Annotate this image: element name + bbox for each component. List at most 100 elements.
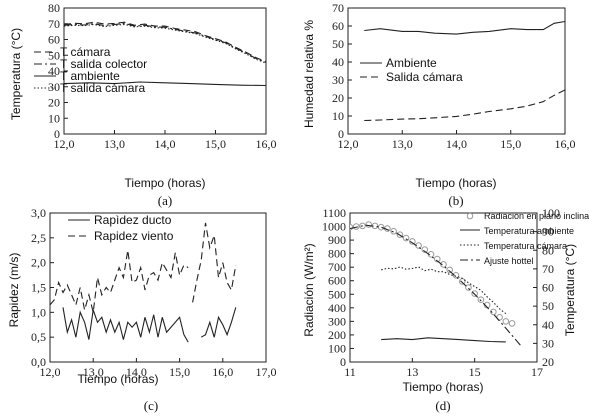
data-point [350,223,354,231]
chart-panel-a: 12,0 13,0 14,0 15,0 16,001020304050607080Tie… [9,1,277,208]
y-tick-label: 0 [338,127,344,141]
x-tick-label: 14,0 [446,137,467,151]
data-point [465,284,472,291]
y2-tick-label: 100 [542,206,560,220]
x-tick-label: 16,0 [555,137,576,151]
y-tick-label: 60 [48,33,60,47]
panel-label: (a) [158,193,172,208]
series-line [64,21,266,63]
data-point [446,266,454,274]
data-point [377,223,385,231]
y-tick-label: 50 [332,37,344,51]
data-point [490,308,497,316]
y-tick-label: 20 [332,91,344,105]
data-point [409,238,416,245]
legend-label: Radiación en plano inclinado [484,211,589,221]
series-line [62,307,189,343]
y-tick-label: 30 [332,73,344,87]
x-tick-label: 17,0 [256,365,277,379]
legend-label: Temperatura ambiente [484,226,574,236]
data-point [365,221,373,228]
series-group [350,221,522,347]
y-tick-label: 1000 [322,220,346,234]
y-tick-label: 700 [328,260,346,274]
x-tick-label: 12,0 [54,137,75,151]
y-tick-label: 3,0 [31,206,46,220]
series-line [381,266,507,315]
panel-label: (d) [435,398,450,413]
y-tick-label: 10 [332,109,344,123]
legend-label: T salida cámara [60,81,145,95]
y-tick-label: 300 [328,314,346,328]
panel-label: (c) [144,398,158,413]
y-tick-label: 0 [340,355,346,369]
y2-tick-label: 70 [542,262,554,276]
y-tick-label: 800 [328,247,346,261]
series-line [192,222,237,303]
y-tick-label: 0,5 [31,330,46,344]
x-tick-label: 13,0 [83,365,104,379]
x-tick-label: 17 [531,365,543,379]
y-tick-label: 900 [328,233,346,247]
x-axis-label: Tiempo (horas) [403,380,484,394]
y-axis-label: Rapidez (m/s) [7,253,21,328]
x-tick-label: 15,0 [500,137,521,151]
y-tick-label: 70 [332,1,344,15]
y2-tick-label: 30 [542,336,554,350]
y-axis-label: Radiación (W/m²) [302,243,316,336]
series-line [364,89,565,122]
series-line [364,20,565,35]
series-line [50,250,189,313]
legend-marker [466,212,474,220]
data-point [402,234,410,242]
data-point [502,318,510,325]
data-point [440,261,447,268]
y-tick-label: 1100 [322,206,346,220]
y-tick-label: 70 [48,17,60,31]
data-point [390,227,397,235]
legend-label: Rapìdez ducto [94,213,172,227]
y2-tick-label: 50 [542,299,554,313]
legend-label: Temperatura cámara [484,241,567,251]
y2-tick-label: 20 [542,355,554,369]
legend-label: T ambiente [60,69,120,83]
y-tick-label: 60 [332,19,344,33]
x-tick-label: 14,0 [155,137,176,151]
y-tick-label: 50 [48,48,60,62]
y-tick-label: 10 [48,111,60,125]
y-tick-label: 500 [328,287,346,301]
x-axis-label: Tiempo (horas) [125,176,206,190]
x-tick-label: 15,0 [205,137,226,151]
y-axis-label: Temperatura (°C) [9,28,23,120]
y-tick-label: 100 [328,341,346,355]
y-tick-label: 20 [48,96,60,110]
series-line [64,81,266,87]
chart-panel-c: 12,0 13,0 14,0 15,0 16,0 17,0 0,0 0,5 1,0 1,5 2,0 2… [7,206,277,413]
x-tick-label: 12,0 [40,365,61,379]
x-tick-label: 15,0 [169,365,190,379]
y-tick-label: 600 [328,274,346,288]
data-point [458,278,466,285]
y-tick-label: 2,0 [31,256,46,270]
series-group [364,20,565,122]
y2-tick-label: 80 [542,243,554,257]
x-tick-label: 13,0 [392,137,413,151]
x-tick-label: 16,0 [212,365,233,379]
y2-tick-label: 90 [542,225,554,239]
y2-tick-label: 40 [542,318,554,332]
series-line [64,23,266,64]
chart-panel-d: 11 13 15 1701002003004005006007008009001000… [302,206,589,413]
data-point [452,272,460,279]
y-axis-label: Humedad relativa % [302,20,316,128]
y-tick-label: 200 [328,328,346,342]
chart-panel-b: 12,0 13,0 14,0 15,0 16,0 0 10 20 30 40 50 60 70 Tiemp… [302,1,576,208]
y-tick-label: 40 [332,55,344,69]
x-tick-label: 15 [469,365,481,379]
legend-label: Salida cámara [386,70,463,84]
legend-label: Rapidez viento [94,229,174,243]
data-point [508,320,516,327]
x-tick-label: 13 [406,365,418,379]
y-tick-label: 0 [54,127,60,141]
series-line [381,337,506,343]
